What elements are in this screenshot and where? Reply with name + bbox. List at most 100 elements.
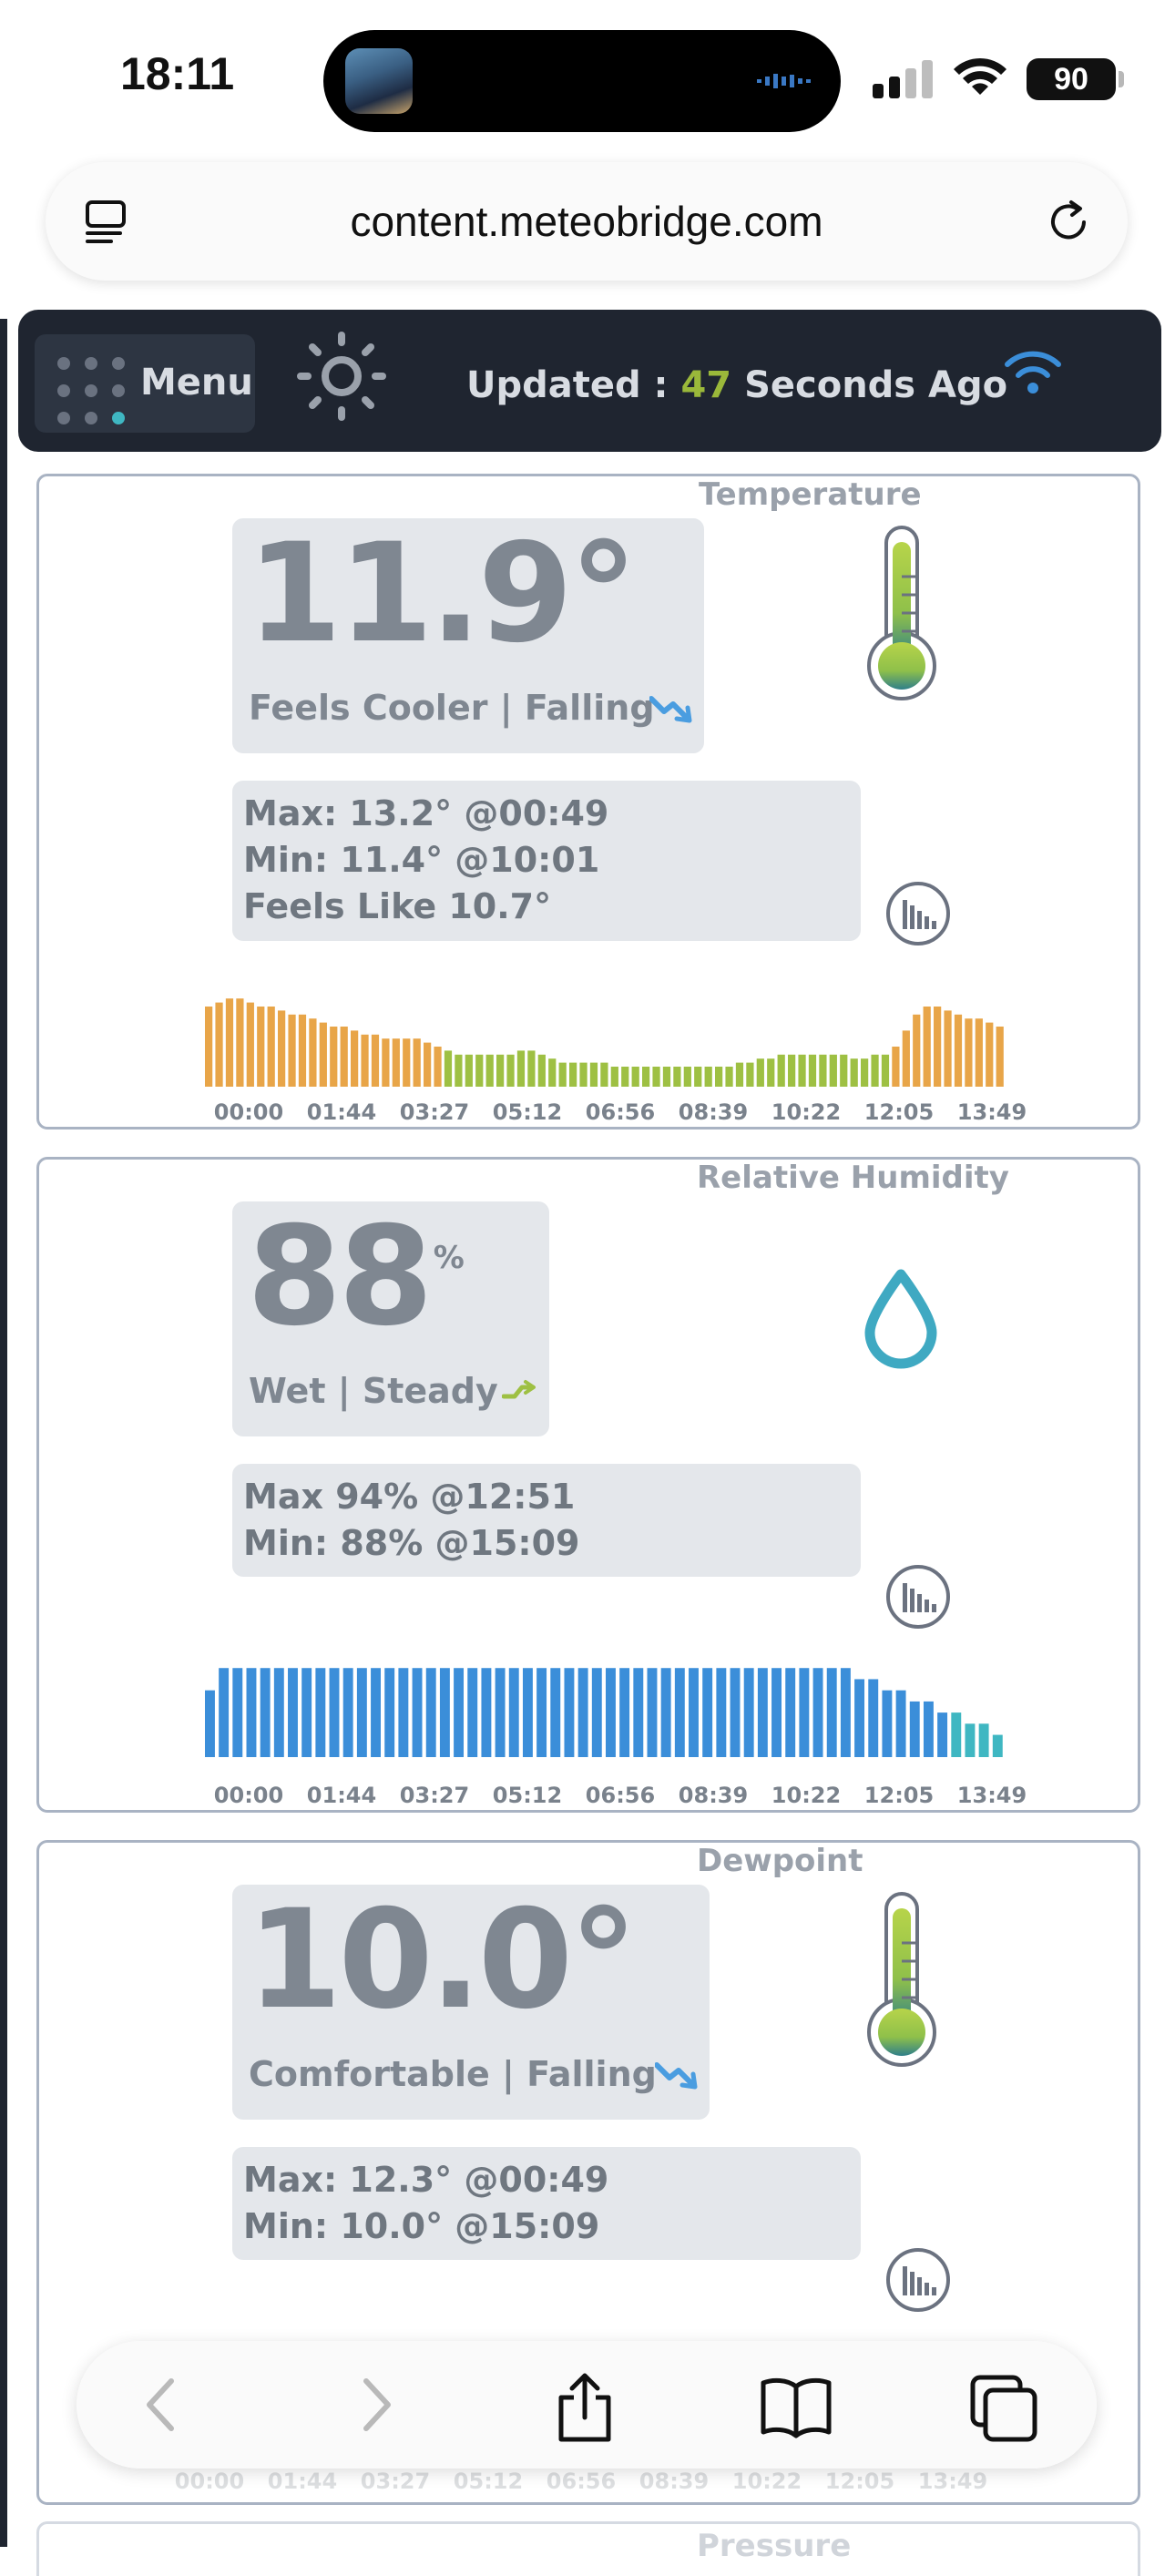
- dewpoint-value: 10.0°: [247, 1881, 638, 2039]
- chart-bar: [798, 1054, 806, 1087]
- chart-bar: [485, 1054, 494, 1087]
- x-tick-label: 13:49: [956, 1783, 1027, 1808]
- chart-bar: [439, 1668, 450, 1757]
- chart-bar: [868, 1679, 879, 1757]
- bookmarks-icon[interactable]: [758, 2372, 834, 2441]
- temperature-panel: Temperature 11.9° Feels Cooler | Falling…: [36, 474, 1140, 1130]
- chart-bar: [902, 1030, 910, 1087]
- pressure-panel: Pressure: [36, 2521, 1140, 2576]
- share-icon[interactable]: [550, 2372, 619, 2445]
- chart-bar: [909, 1701, 920, 1757]
- chart-bar: [298, 1014, 307, 1087]
- chart-bar: [454, 1668, 465, 1757]
- back-icon[interactable]: [137, 2372, 188, 2438]
- chart-bar: [840, 1668, 851, 1757]
- battery-indicator: 90: [1027, 58, 1116, 100]
- chart-bar: [992, 1734, 1003, 1757]
- chart-bar: [205, 1007, 213, 1087]
- last-updated: Updated : 47 Seconds Ago: [466, 364, 1007, 406]
- x-tick-label: 00:00: [213, 1783, 284, 1808]
- humidity-panel: Relative Humidity 88% Wet | Steady Max 9…: [36, 1157, 1140, 1813]
- x-tick-label: 10:22: [731, 2469, 802, 2494]
- chart-bar: [771, 1668, 782, 1757]
- x-tick-label: 06:56: [585, 1783, 656, 1808]
- chart-bar: [704, 1067, 712, 1087]
- x-tick-label: 12:05: [824, 2469, 895, 2494]
- chart-bar: [434, 1047, 442, 1087]
- chart-bar: [978, 1723, 989, 1757]
- bar-chart-icon[interactable]: [884, 1563, 952, 1630]
- chart-bar: [725, 1067, 733, 1087]
- humidity-value: 88%: [247, 1198, 465, 1356]
- chart-bar: [996, 1027, 1004, 1087]
- chart-bar: [495, 1668, 506, 1757]
- chart-bar: [398, 1668, 409, 1757]
- dewpoint-x-axis: 00:00 01:44 03:27 05:12 06:56 08:39 10:22 12:05…: [173, 2469, 1011, 2496]
- panel-title: Dewpoint: [697, 1843, 863, 1879]
- chart-bar: [589, 1062, 598, 1087]
- menu-button[interactable]: Menu: [35, 334, 255, 433]
- chart-bar: [674, 1668, 685, 1757]
- chart-bar: [716, 1668, 727, 1757]
- status-bar: 18:11 90: [0, 0, 1175, 155]
- now-playing-artwork: [345, 48, 413, 114]
- thermometer-icon: [867, 1892, 936, 2067]
- dewpoint-max: Max: 12.3° @00:49: [243, 2160, 609, 2200]
- chart-bar: [516, 1050, 526, 1087]
- updated-seconds: 47: [680, 364, 732, 406]
- chart-bar: [756, 1058, 764, 1087]
- bar-chart-icon[interactable]: [884, 880, 952, 947]
- x-tick-label: 01:44: [306, 1783, 377, 1808]
- chart-bar: [403, 1038, 411, 1087]
- chart-bar: [642, 1067, 650, 1087]
- chart-bar: [260, 1668, 271, 1757]
- url-text[interactable]: content.meteobridge.com: [350, 198, 823, 245]
- chart-bar: [481, 1668, 492, 1757]
- bar-chart-icon[interactable]: [884, 2246, 952, 2314]
- chart-bar: [606, 1668, 616, 1757]
- chart-bar: [467, 1668, 478, 1757]
- browser-toolbar: [77, 2341, 1097, 2469]
- chart-bar: [384, 1668, 395, 1757]
- chart-bar: [735, 1062, 744, 1087]
- x-tick-label: 10:22: [771, 1099, 842, 1125]
- x-tick-label: 08:39: [639, 2469, 710, 2494]
- reload-icon[interactable]: [1044, 197, 1093, 246]
- x-tick-label: 06:56: [546, 2469, 617, 2494]
- chart-bar: [683, 1067, 691, 1087]
- forward-icon[interactable]: [350, 2372, 401, 2438]
- chart-bar: [819, 1054, 827, 1087]
- page-menu-icon[interactable]: [84, 199, 131, 246]
- wifi-icon: [954, 57, 1006, 95]
- chart-bar: [730, 1668, 741, 1757]
- chart-bar: [425, 1668, 436, 1757]
- trend-down-icon: [649, 696, 692, 723]
- chart-bar: [371, 1034, 380, 1087]
- chart-bar: [785, 1668, 796, 1757]
- address-bar[interactable]: content.meteobridge.com: [46, 162, 1128, 281]
- chart-bar: [412, 1668, 423, 1757]
- dynamic-island[interactable]: [323, 30, 841, 132]
- humidity-stats: Max 94% @12:51 Min: 88% @15:09: [232, 1464, 861, 1577]
- chart-bar: [861, 1058, 869, 1087]
- chart-bar: [225, 998, 234, 1087]
- x-tick-label: 01:44: [306, 1099, 377, 1125]
- chart-bar: [536, 1668, 547, 1757]
- chart-bar: [937, 1712, 948, 1757]
- chart-bar: [309, 1018, 317, 1087]
- humidity-x-axis: 00:00 01:44 03:27 05:12 06:56 08:39 10:22 12:05…: [176, 1783, 1027, 1810]
- chart-bar: [767, 1058, 775, 1087]
- connection-wifi-icon: [1005, 351, 1061, 394]
- chart-bar: [631, 1067, 639, 1087]
- panel-title: Temperature: [699, 476, 922, 513]
- x-tick-label: 10:22: [771, 1783, 842, 1808]
- chart-bar: [550, 1668, 561, 1757]
- tabs-icon[interactable]: [967, 2372, 1040, 2445]
- temperature-status: Feels Cooler | Falling: [249, 688, 655, 728]
- sun-icon[interactable]: [291, 326, 392, 426]
- chart-bar: [840, 1054, 848, 1087]
- x-tick-label: 12:05: [863, 1783, 935, 1808]
- x-tick-label: 08:39: [678, 1783, 749, 1808]
- chart-bar: [812, 1668, 823, 1757]
- updated-prefix: Updated :: [466, 364, 681, 406]
